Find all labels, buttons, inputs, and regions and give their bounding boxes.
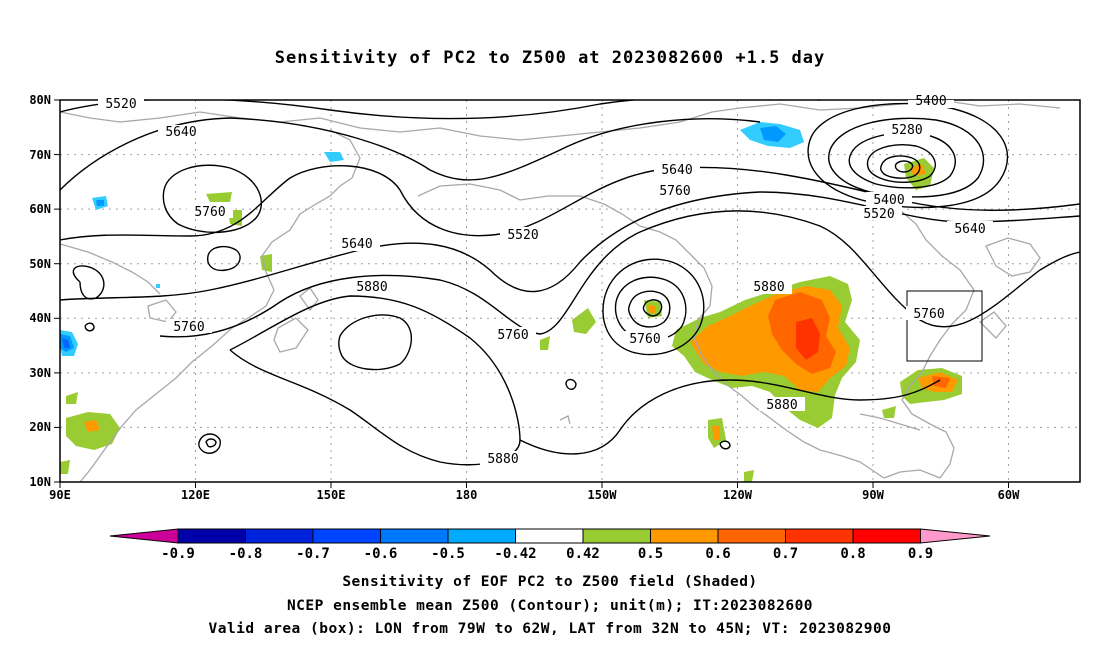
- lat-label-40n: 40N: [29, 311, 51, 325]
- colorbar-label: 0.9: [908, 546, 933, 562]
- lon-label-150w: 150W: [588, 488, 618, 502]
- positive-region-west-us-080: [796, 318, 820, 360]
- note-line-1: Sensitivity of EOF PC2 to Z500 field (Sh…: [342, 574, 758, 590]
- lon-label-120e: 120E: [181, 488, 210, 502]
- contour-label: 5640: [341, 237, 372, 252]
- colorbar-label: 0.6: [705, 546, 730, 562]
- colorbar-box: [447, 528, 516, 544]
- colorbar-box: [785, 528, 854, 544]
- contour-label: 5760: [913, 307, 944, 322]
- contour-label: 5880: [487, 452, 518, 467]
- colorbar-box: [650, 528, 719, 544]
- valid-area-box: [906, 290, 983, 362]
- contour-label: 5400: [915, 94, 946, 109]
- lat-label-50n: 50N: [29, 257, 51, 271]
- colorbar-box: [177, 528, 246, 544]
- lon-label-90w: 90W: [862, 488, 884, 502]
- contour-label: 5880: [766, 398, 797, 413]
- colorbar-box: [515, 528, 584, 544]
- sensitivity-shading: [60, 122, 962, 482]
- colorbar-box: [245, 528, 314, 544]
- note-line-3: Valid area (box): LON from 79W to 62W, L…: [208, 621, 892, 637]
- colorbar-box: [312, 528, 381, 544]
- colorbar-box: [380, 528, 449, 544]
- lat-label-60n: 60N: [29, 202, 51, 216]
- contour-label: 5520: [507, 228, 538, 243]
- lon-label-150e: 150E: [317, 488, 346, 502]
- colorbar-label: -0.6: [364, 546, 398, 562]
- colorbar-label: -0.9: [161, 546, 195, 562]
- contour-label: 5880: [356, 280, 387, 295]
- colorbar-label: -0.7: [296, 546, 330, 562]
- colorbar: [109, 528, 991, 544]
- z500-contours: [60, 100, 1080, 466]
- note-line-2: NCEP ensemble mean Z500 (Contour); unit(…: [286, 598, 814, 614]
- lat-label-20n: 20N: [29, 420, 51, 434]
- map-frame: [59, 99, 1081, 483]
- lon-label-180: 180: [456, 488, 478, 502]
- contour-label: 5760: [497, 328, 528, 343]
- lon-label-120w: 120W: [723, 488, 753, 502]
- colorbar-label: 0.5: [638, 546, 663, 562]
- colorbar-neg-extend: [109, 528, 179, 544]
- lat-ticks: [54, 99, 60, 483]
- contour-label: 5760: [659, 184, 690, 199]
- colorbar-box: [852, 528, 921, 544]
- lon-label-60w: 60W: [998, 488, 1020, 502]
- contour-label: 5760: [629, 332, 660, 347]
- contour-label: 5280: [891, 123, 922, 138]
- contour-label: 5760: [194, 205, 225, 220]
- contour-labels: 5520 5640 5760 5640 5880 5760 5880 5520 …: [98, 94, 993, 467]
- colorbar-box: [582, 528, 651, 544]
- colorbar-labels: -0.9 -0.8 -0.7 -0.6 -0.5 -0.42 0.42 0.5 …: [161, 546, 933, 562]
- contour-label: 5760: [173, 320, 204, 335]
- coastlines: [60, 100, 1061, 482]
- lat-label-70n: 70N: [29, 148, 51, 162]
- contour-label: 5640: [954, 222, 985, 237]
- contour-label: 5880: [753, 280, 784, 295]
- lat-label-80n: 80N: [29, 93, 51, 107]
- contour-label: 5640: [661, 163, 692, 178]
- colorbar-label: 0.42: [566, 546, 600, 562]
- colorbar-label: -0.5: [431, 546, 465, 562]
- plot-title: Sensitivity of PC2 to Z500 at 2023082600…: [274, 48, 826, 68]
- contour-label: 5640: [165, 125, 196, 140]
- colorbar-box: [717, 528, 786, 544]
- colorbar-label: -0.42: [494, 546, 536, 562]
- colorbar-label: -0.8: [229, 546, 263, 562]
- lat-label-10n: 10N: [29, 475, 51, 489]
- colorbar-pos-extend: [920, 528, 991, 544]
- lon-label-90e: 90E: [49, 488, 71, 502]
- contour-label: 5400: [873, 193, 904, 208]
- map-layers: [60, 100, 1080, 482]
- lat-label-30n: 30N: [29, 366, 51, 380]
- colorbar-label: 0.7: [773, 546, 798, 562]
- contour-label: 5520: [863, 207, 894, 222]
- colorbar-label: 0.8: [840, 546, 865, 562]
- lon-ticks: [59, 482, 1009, 488]
- contour-label: 5520: [105, 97, 136, 112]
